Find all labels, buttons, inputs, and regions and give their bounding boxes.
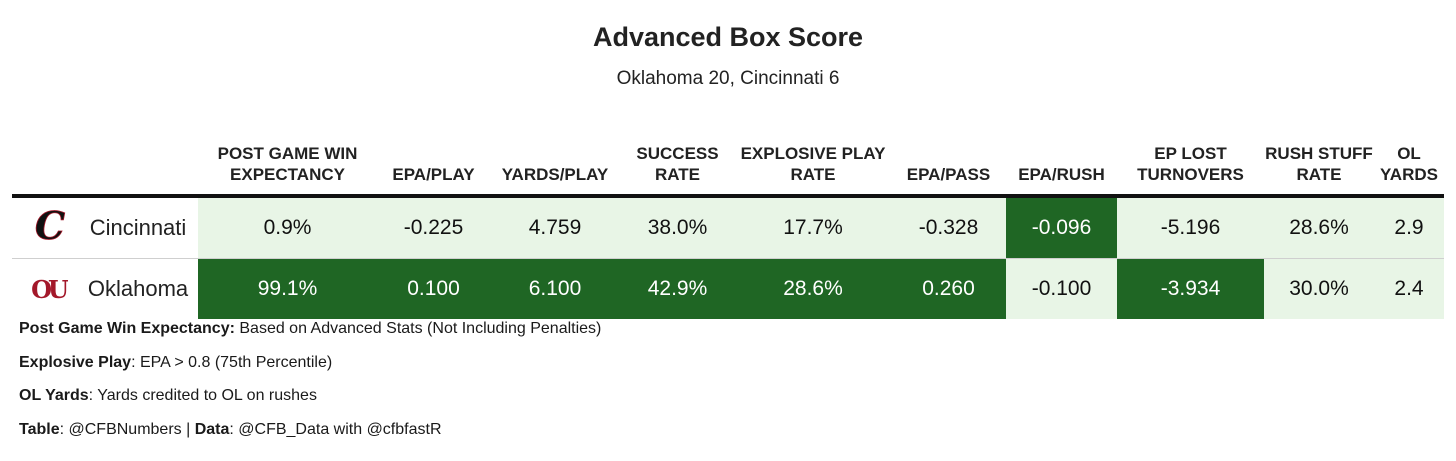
cell-explosive-play-rate: 28.6% [735, 258, 891, 319]
credit-table-text: : @CFBNumbers | [59, 420, 195, 438]
header-row: POST GAME WIN EXPECTANCY EPA/PLAY YARDS/… [12, 108, 1444, 196]
header-success-rate: SUCCESS RATE [636, 144, 719, 184]
cell-explosive-play-rate: 17.7% [735, 196, 891, 259]
cell-win-expectancy: 0.9% [198, 196, 377, 259]
header-epa-rush: EPA/RUSH [1018, 165, 1105, 184]
cell-yards-play: 4.759 [490, 196, 620, 259]
chart-title: Advanced Box Score [592, 22, 864, 52]
cell-ol-yards: 2.9 [1374, 196, 1444, 259]
footnote-label: OL Yards [19, 387, 89, 404]
team-name: Oklahoma [87, 276, 189, 301]
footnote-credit: Table: @CFBNumbers | Data: @CFB_Data wit… [19, 419, 1419, 453]
cell-epa-pass: 0.260 [891, 258, 1006, 319]
chart-subtitle: Oklahoma 20, Cincinnati 6 [616, 68, 840, 89]
footnote-text: : EPA > 0.8 (75th Percentile) [131, 353, 333, 371]
footnote-explosive-play: Explosive Play: EPA > 0.8 (75th Percenti… [19, 352, 1419, 386]
team-cell: OU Oklahoma [12, 259, 198, 320]
header-epa-play: EPA/PLAY [392, 165, 475, 184]
footnote-text: Based on Advanced Stats (Not Including P… [234, 320, 602, 337]
svg-text:C: C [35, 203, 65, 247]
credit-table-label: Table [19, 420, 60, 438]
footnote-win-expectancy: Post Game Win Expectancy: Based on Advan… [19, 318, 1419, 352]
team-cell: C Cincinnati [12, 196, 198, 259]
footnote-label: Post Game Win Expectancy: [19, 320, 235, 337]
header-yards-play: YARDS/PLAY [501, 165, 609, 184]
header-win-expectancy: POST GAME WIN EXPECTANCY [217, 144, 358, 184]
header-rush-stuff-rate: RUSH STUFF RATE [1265, 144, 1373, 184]
cell-win-expectancy: 99.1% [198, 258, 377, 319]
svg-text:OU: OU [31, 275, 68, 304]
footnote-label: Explosive Play [19, 353, 132, 371]
table-row: OU Oklahoma 99.1% 0.100 6.100 42.9% 28.6% 0.260… [12, 258, 1444, 320]
cell-rush-stuff-rate: 28.6% [1264, 196, 1374, 259]
header-explosive-play-rate: EXPLOSIVE PLAY RATE [740, 144, 886, 184]
header-team [12, 108, 198, 196]
cell-rush-stuff-rate: 30.0% [1264, 258, 1374, 319]
cell-success-rate: 42.9% [620, 258, 735, 319]
cell-epa-rush: -0.096 [1006, 196, 1117, 259]
table-row: C Cincinnati 0.9% -0.225 4.759 38.0% 17.7% -0.3… [12, 196, 1444, 259]
cell-epa-play: 0.100 [377, 258, 490, 319]
cell-ep-lost-turnovers: -3.934 [1117, 258, 1264, 319]
footnote-text: : Yards credited to OL on rushes [88, 387, 317, 404]
cell-ep-lost-turnovers: -5.196 [1117, 196, 1264, 259]
footnotes: Post Game Win Expectancy: Based on Advan… [19, 318, 1419, 452]
credit-data-label: Data [194, 420, 230, 438]
header-ep-lost-turnovers: EP LOST TURNOVERS [1137, 144, 1244, 184]
credit-data-text: : @CFB_Data with @cfbfastR [229, 420, 442, 438]
cell-yards-play: 6.100 [490, 258, 620, 319]
oklahoma-logo-icon: OU [28, 264, 73, 314]
cincinnati-logo-icon: C [30, 203, 70, 253]
cell-epa-rush: -0.100 [1006, 258, 1117, 319]
header-epa-pass: EPA/PASS [906, 165, 991, 184]
team-name: Cincinnati [89, 215, 187, 240]
cell-epa-pass: -0.328 [891, 196, 1006, 259]
cell-epa-play: -0.225 [377, 196, 490, 259]
cell-success-rate: 38.0% [620, 196, 735, 259]
header-ol-yards: OL YARDS [1380, 144, 1438, 184]
cell-ol-yards: 2.4 [1374, 258, 1444, 319]
footnote-ol-yards: OL Yards: Yards credited to OL on rushes [19, 385, 1419, 419]
box-score-table: POST GAME WIN EXPECTANCY EPA/PLAY YARDS/… [12, 108, 1444, 319]
